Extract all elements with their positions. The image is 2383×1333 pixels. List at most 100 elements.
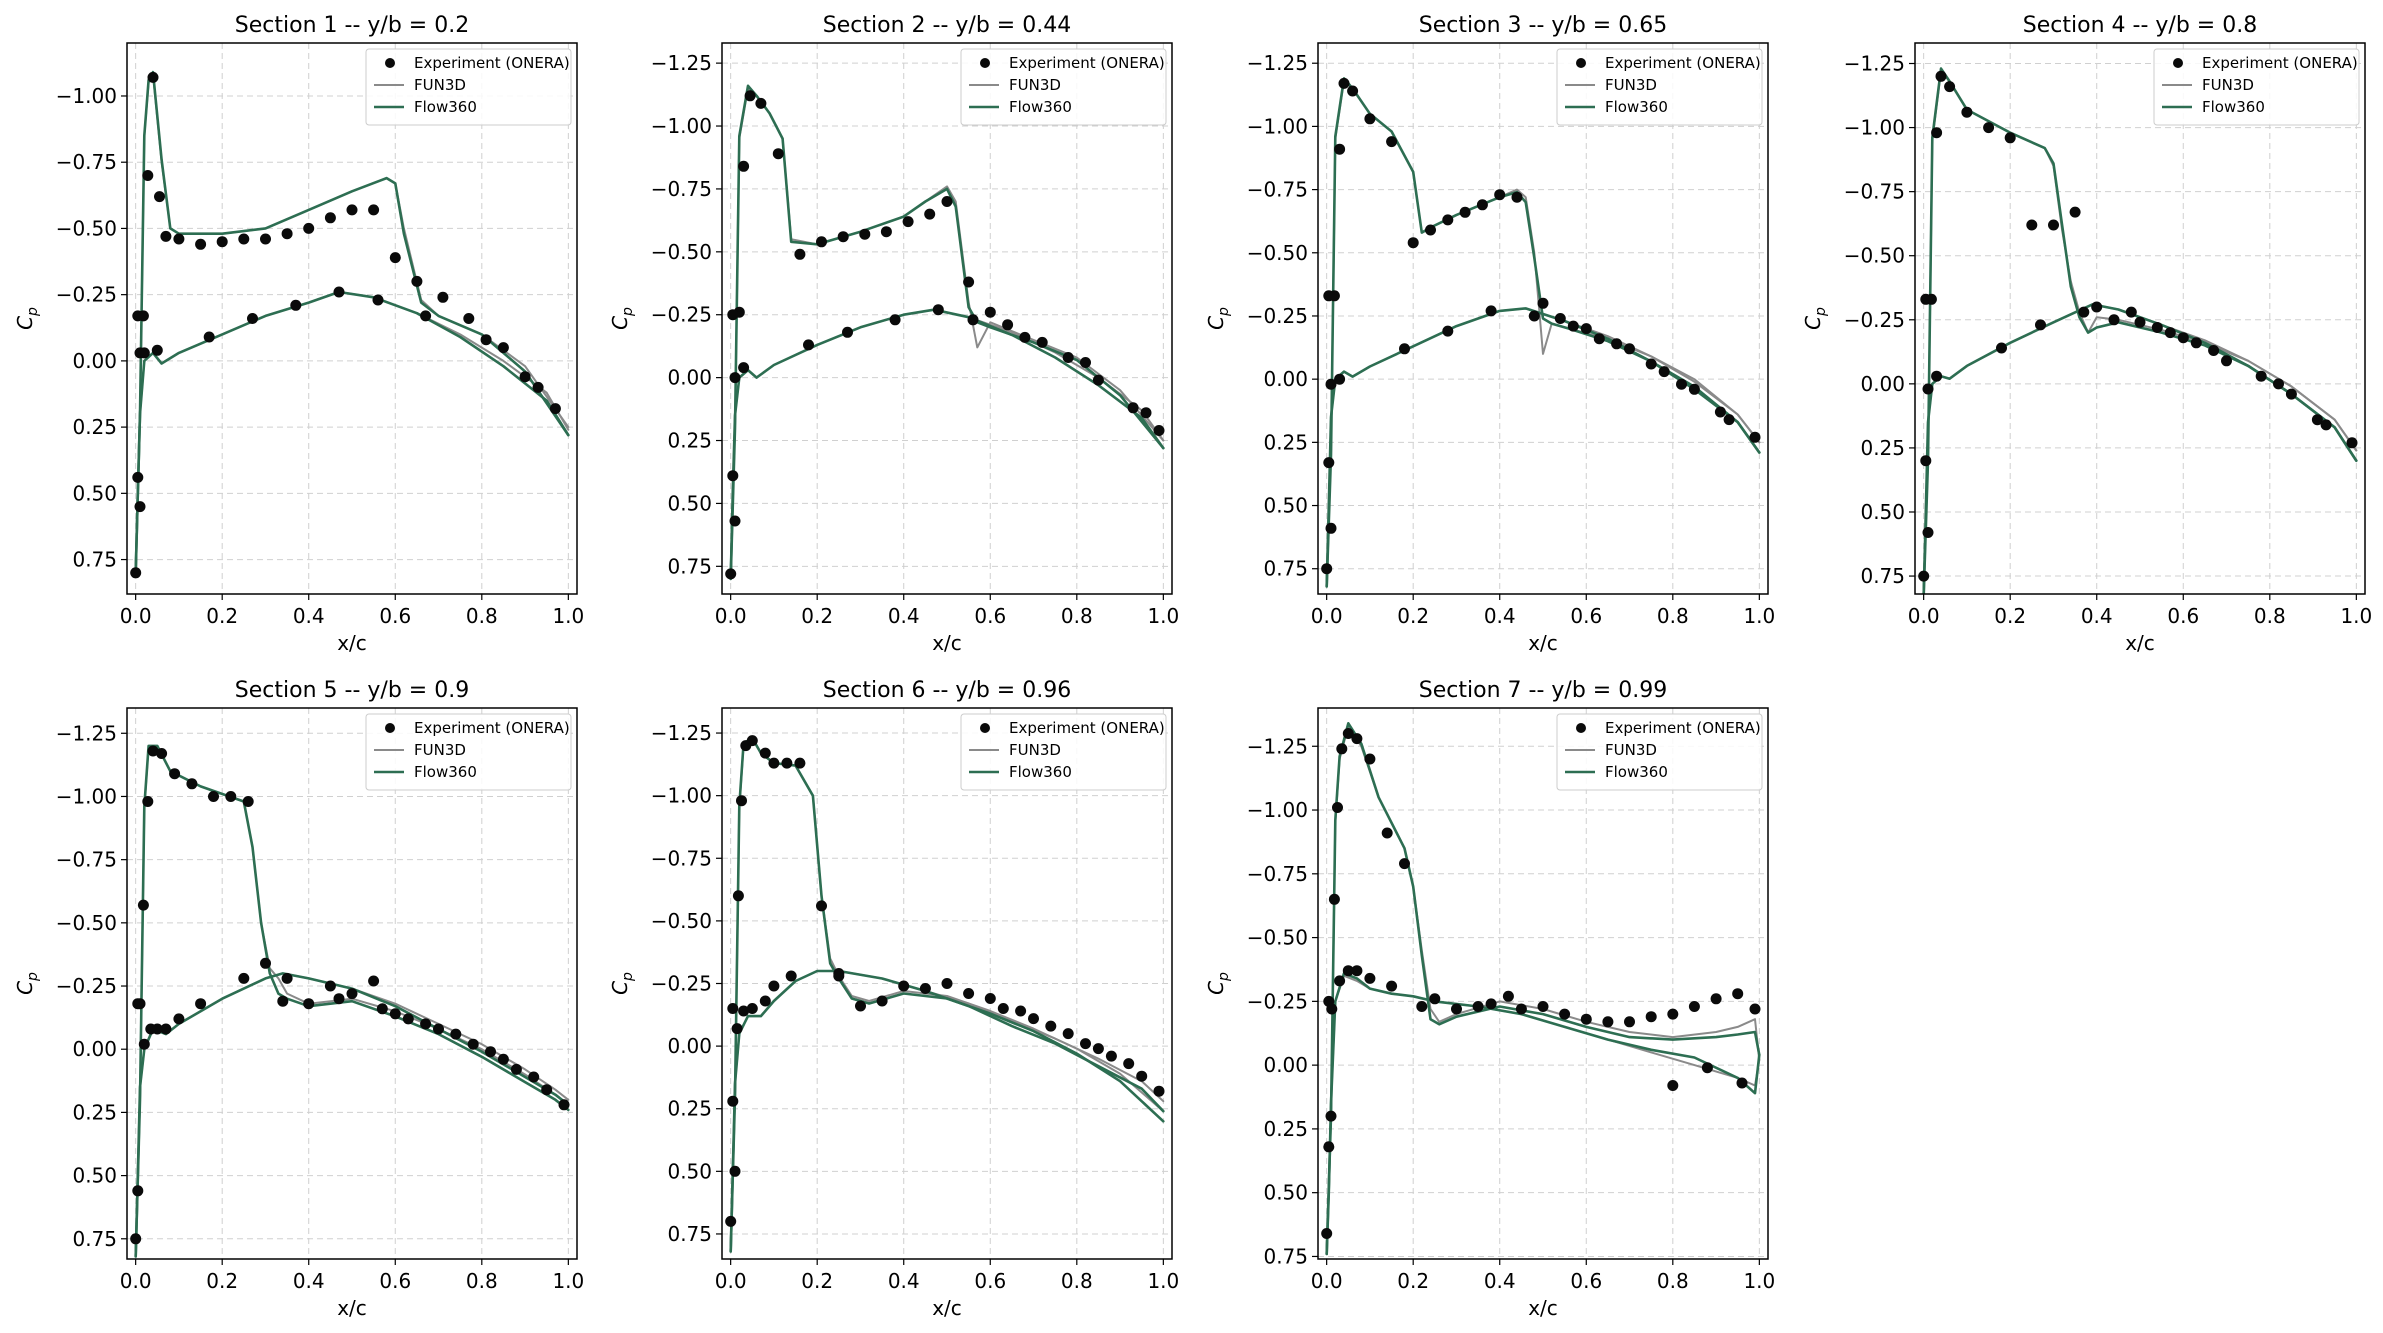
experiment-point xyxy=(2164,327,2176,339)
experiment-point xyxy=(480,334,492,346)
y-tick-label: 0.50 xyxy=(667,491,712,515)
y-tick-label: 0.00 xyxy=(667,366,712,390)
experiment-point xyxy=(876,995,888,1007)
experiment-point xyxy=(794,757,806,769)
experiment-point xyxy=(1701,1062,1713,1074)
experiment-point xyxy=(138,1038,150,1050)
experiment-point xyxy=(2177,332,2189,344)
chart-panel-6: 0.0 0.2 0.4 0.6 0.8 1.0 −1.25 −1.00 −0.75 −0.50 −0… xyxy=(608,678,1179,1320)
experiment-point xyxy=(260,957,271,969)
legend-label: Flow360 xyxy=(1009,763,1072,781)
y-tick-label: 0.75 xyxy=(667,1222,712,1246)
experiment-point xyxy=(898,980,910,992)
y-tick-label: −0.75 xyxy=(1247,178,1308,202)
experiment-point xyxy=(132,310,144,322)
experiment-point xyxy=(132,1185,144,1197)
experiment-point xyxy=(1123,1058,1135,1070)
y-tick-label: −0.50 xyxy=(56,911,117,935)
series-line-flow360-lower xyxy=(134,290,570,575)
y-axis-label: Cp xyxy=(13,307,41,330)
series-line-fun3d-upper xyxy=(729,87,1165,575)
experiment-point xyxy=(368,975,380,987)
x-axis-label: x/c xyxy=(932,631,962,655)
experiment-point xyxy=(1749,1003,1761,1015)
y-tick-label: 0.25 xyxy=(72,415,117,439)
experiment-point xyxy=(389,1008,401,1020)
experiment-point xyxy=(173,233,185,245)
experiment-point xyxy=(1407,237,1419,249)
legend-label: Experiment (ONERA) xyxy=(414,54,570,72)
legend-label: Flow360 xyxy=(2202,98,2265,116)
experiment-point xyxy=(2285,388,2297,400)
experiment-point xyxy=(467,1038,479,1050)
experiment-point xyxy=(759,995,771,1007)
x-tick-label: 0.0 xyxy=(715,604,747,628)
series-line-flow360-upper xyxy=(134,70,570,575)
legend-marker-experiment xyxy=(1576,58,1586,68)
experiment-point xyxy=(281,228,293,240)
experiment-point xyxy=(1451,1003,1462,1015)
experiment-point xyxy=(919,983,931,994)
experiment-point xyxy=(1334,143,1346,155)
series-line-fun3d-lower xyxy=(1325,974,1761,1250)
series-line-fun3d-lower xyxy=(1922,303,2358,590)
experiment-point xyxy=(2273,378,2284,390)
experiment-point xyxy=(1645,1011,1657,1023)
experiment-point xyxy=(142,170,154,181)
experiment-point xyxy=(1537,297,1549,309)
experiment-point xyxy=(1323,1141,1335,1153)
legend-label: Experiment (ONERA) xyxy=(1605,54,1761,72)
experiment-point xyxy=(963,276,975,288)
experiment-point xyxy=(1459,206,1471,218)
chart-title: Section 2 -- y/b = 0.44 xyxy=(823,13,1071,38)
y-tick-label: 0.75 xyxy=(667,554,712,578)
series-line-flow360-lower xyxy=(729,308,1165,581)
axes-frame xyxy=(1317,42,1769,595)
experiment-point xyxy=(902,216,914,228)
experiment-point xyxy=(932,304,944,316)
experiment-point xyxy=(1045,1020,1057,1032)
experiment-point xyxy=(803,339,814,351)
chart-title: Section 5 -- y/b = 0.9 xyxy=(235,678,469,703)
y-axis-label: Cp xyxy=(1801,307,1829,330)
experiment-point xyxy=(151,1023,163,1035)
y-tick-label: −0.50 xyxy=(1247,926,1308,950)
axes-frame xyxy=(1317,707,1769,1260)
experiment-point xyxy=(1140,407,1152,419)
x-tick-label: 0.4 xyxy=(293,604,325,628)
experiment-point xyxy=(346,988,358,1000)
y-tick-label: −0.25 xyxy=(1247,989,1308,1013)
experiment-point xyxy=(437,291,449,303)
legend-label: Experiment (ONERA) xyxy=(1009,719,1165,737)
experiment-point xyxy=(333,993,345,1005)
y-tick-label: 0.75 xyxy=(72,548,117,572)
x-tick-label: 0.4 xyxy=(293,1269,325,1293)
experiment-point xyxy=(729,515,741,527)
experiment-point xyxy=(1364,113,1376,125)
series-line-flow360-upper xyxy=(1325,77,1761,588)
experiment-point xyxy=(130,1233,142,1245)
legend-label: Flow360 xyxy=(1009,98,1072,116)
experiment-point xyxy=(242,796,254,807)
experiment-point xyxy=(1494,189,1506,201)
x-axis-label: x/c xyxy=(1528,631,1558,655)
experiment-point xyxy=(303,222,315,234)
experiment-point xyxy=(1688,1001,1700,1012)
x-tick-label: 0.2 xyxy=(801,1269,833,1293)
experiment-point xyxy=(2151,322,2163,333)
y-axis-label: Cp xyxy=(608,307,636,330)
experiment-point xyxy=(1511,191,1523,203)
experiment-point xyxy=(941,978,953,989)
experiment-point xyxy=(816,236,827,248)
legend-label: Flow360 xyxy=(1605,98,1668,116)
chart-panel-5: 0.0 0.2 0.4 0.6 0.8 1.0 −1.25 −1.00 −0.75 −0.50 −0… xyxy=(13,678,584,1320)
experiment-point xyxy=(924,208,936,220)
experiment-point xyxy=(1351,733,1363,745)
experiment-point xyxy=(738,1005,750,1017)
experiment-point xyxy=(772,148,784,160)
experiment-point xyxy=(889,314,901,326)
y-tick-label: 0.75 xyxy=(1263,557,1308,581)
experiment-point xyxy=(1723,414,1735,426)
experiment-point xyxy=(2221,355,2232,367)
